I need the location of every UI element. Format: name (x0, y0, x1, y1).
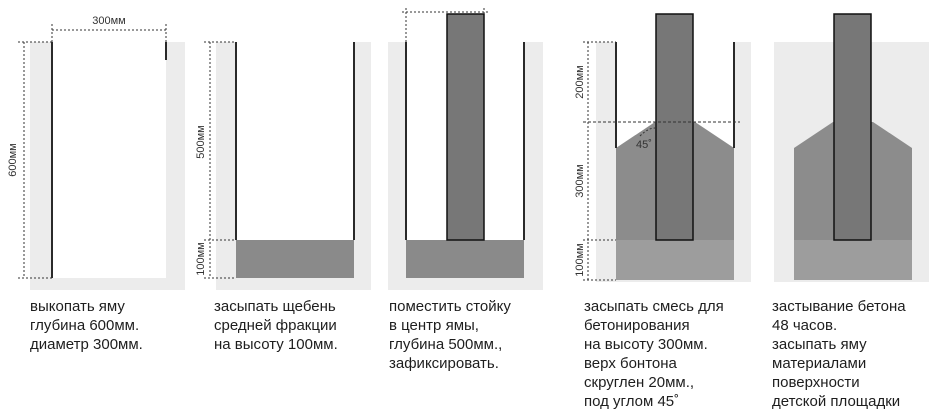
step-4-drawing: 200мм 300мм 100мм 45˚ (574, 13, 751, 282)
post (833, 13, 872, 241)
step-5-caption: застывание бетона 48 часов. засыпать яму… (772, 297, 906, 411)
caption-line: поверхности (772, 374, 860, 391)
caption-line: материалами (772, 355, 867, 372)
installation-steps-diagram: 300мм 600мм 500мм 100мм (7, 8, 929, 293)
caption-line: средней фракции (214, 317, 337, 334)
caption-line: застывание бетона (772, 298, 906, 315)
step-1-caption: выкопать яму глубина 600мм. диаметр 300м… (30, 297, 143, 354)
caption-line: засыпать смесь для (584, 298, 724, 315)
concrete-height-label: 300мм (574, 164, 586, 197)
caption-line: зафиксировать. (389, 355, 499, 372)
step-3-drawing (388, 8, 543, 293)
gravel-layer (236, 240, 354, 278)
hole-cavity (236, 42, 354, 278)
caption-line: верх бонтона (584, 355, 677, 372)
caption-line: бетонирования (584, 317, 690, 334)
gravel-height-label: 100мм (195, 242, 207, 275)
step-5-drawing (774, 13, 929, 282)
caption-line: на высоту 100мм. (214, 336, 338, 353)
gravel-layer (616, 240, 734, 280)
caption-line: засыпать щебень (214, 298, 336, 315)
depth-label: 600мм (7, 143, 19, 176)
step-2-drawing: 500мм 100мм (195, 41, 371, 293)
post (655, 13, 694, 241)
hole-cavity (52, 42, 166, 278)
gravel-height-label: 100мм (574, 243, 586, 276)
caption-line: 48 часов. (772, 317, 838, 334)
caption-line: поместить стойку (389, 298, 511, 315)
step-1-drawing: 300мм 600мм (7, 15, 185, 293)
step-2-caption: засыпать щебень средней фракции на высот… (214, 297, 338, 354)
caption-line: глубина 500мм., (389, 336, 503, 353)
angle-label: 45˚ (636, 139, 652, 151)
caption-line: засыпать яму (772, 336, 867, 353)
diameter-label: 300мм (92, 15, 125, 27)
depth-upper-label: 500мм (195, 125, 207, 158)
step-3-caption: поместить стойку в центр ямы, глубина 50… (389, 297, 511, 373)
caption-line: диаметр 300мм. (30, 336, 143, 353)
angle-arc (639, 127, 656, 137)
caption-line: детской площадки (772, 393, 901, 410)
post-above-label: 200мм (574, 65, 586, 98)
gravel-layer (406, 240, 524, 278)
caption-line: под углом 45˚ (584, 393, 680, 410)
caption-line: в центр ямы, (389, 317, 479, 334)
gravel-layer (794, 240, 912, 280)
caption-line: глубина 600мм. (30, 317, 140, 334)
post (446, 13, 485, 241)
step-4-caption: засыпать смесь для бетонирования на высо… (584, 297, 724, 411)
caption-line: скруглен 20мм., (584, 374, 695, 391)
caption-line: выкопать яму (30, 298, 125, 315)
caption-line: на высоту 300мм. (584, 336, 708, 353)
